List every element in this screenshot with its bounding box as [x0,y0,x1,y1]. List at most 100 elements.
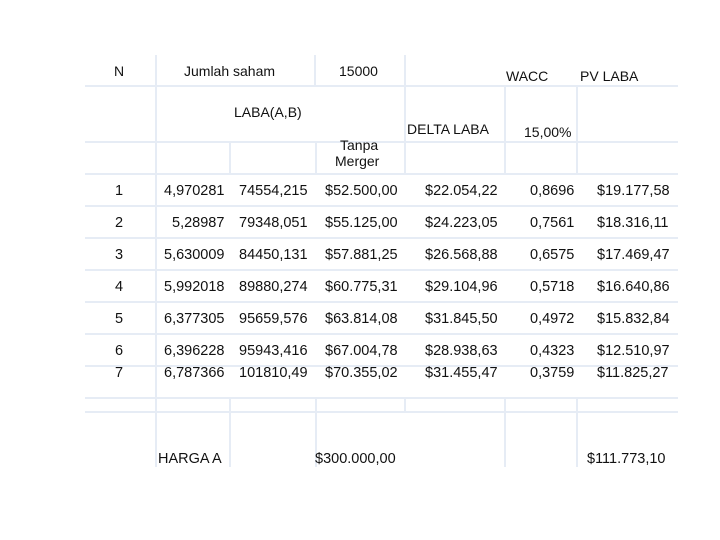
cell [85,399,155,411]
row-2-factor: 0,7561 [530,215,575,231]
cell [316,55,404,85]
row-3-tanpa-merger: $57.881,25 [325,247,398,263]
row-5-tanpa-merger: $63.814,08 [325,311,398,327]
row-7-eps: 6,787366 [164,365,225,381]
row-7-delta-laba: $31.455,47 [425,365,498,381]
cell [406,87,504,141]
row-1-n: 1 [115,183,124,199]
header-shares-value: 15000 [339,63,378,79]
row-6-n: 6 [115,343,124,359]
row-3-n: 3 [115,247,124,263]
row-4-laba-ab: 89880,274 [239,279,308,295]
cell [157,55,314,85]
row-4-eps: 5,992018 [164,279,225,295]
cell [506,143,576,173]
row-7-pv-laba: $11.825,27 [597,365,669,381]
row-3-pv-laba: $17.469,47 [597,247,670,263]
row-1-delta-laba: $22.054,22 [425,183,498,199]
cell [578,143,678,173]
header-n: N [114,63,125,79]
cell [406,143,504,173]
cell [157,87,404,141]
cell [506,87,576,141]
row-7-factor: 0,3759 [530,365,575,381]
cell [85,271,155,301]
row-7-tanpa-merger: $70.355,02 [325,365,398,381]
row-2-laba-ab: 79348,051 [239,215,308,231]
cell [85,175,155,205]
row-5-laba-ab: 95659,576 [239,311,308,327]
row-3-delta-laba: $26.568,88 [425,247,498,263]
row-2-delta-laba: $24.223,05 [425,215,498,231]
row-7-laba-ab: 101810,49 [239,365,308,381]
header-pv-laba: PV LABA [580,68,639,84]
cell [506,399,576,411]
header-wacc-value: 15,00% [524,124,572,140]
row-7-n: 7 [115,365,124,381]
row-3-laba-ab: 84450,131 [239,247,308,263]
row-6-pv-laba: $12.510,97 [597,343,670,359]
header-delta-laba: DELTA LABA [407,121,489,137]
cell [157,207,678,237]
cell [231,143,315,173]
row-6-tanpa-merger: $67.004,78 [325,343,398,359]
cell [231,399,315,411]
header-laba-ab: LABA(A,B) [234,104,302,120]
row-1-laba-ab: 74554,215 [239,183,308,199]
row-6-delta-laba: $28.938,63 [425,343,498,359]
cell [157,367,678,397]
cell [157,413,229,467]
cell [157,143,229,173]
cell [406,399,504,411]
header-jumlah-saham: Jumlah saham [184,63,276,79]
cell [85,303,155,333]
header-tanpa-merger: Merger [335,153,380,169]
cell [317,399,404,411]
cell [85,55,155,85]
row-6-laba-ab: 95943,416 [239,343,308,359]
spreadsheet-grid: N Jumlah saham 15000 WACC PV LABA LABA(A… [85,55,678,467]
row-4-factor: 0,5718 [530,279,575,295]
row-1-factor: 0,8696 [530,183,575,199]
cell [157,239,678,269]
row-2-n: 2 [115,215,124,231]
row-1-pv-laba: $19.177,58 [597,183,670,199]
harga-a-value: $300.000,00 [315,451,396,467]
cell [317,413,504,467]
row-3-factor: 0,6575 [530,247,575,263]
row-6-factor: 0,4323 [530,343,575,359]
harga-a-label: HARGA A [158,451,222,467]
row-6-eps: 6,396228 [164,343,225,359]
cell [578,87,678,141]
row-4-delta-laba: $29.104,96 [425,279,498,295]
row-3-eps: 5,630009 [164,247,225,263]
cell [578,399,678,411]
cell [231,413,315,467]
cell [85,87,155,141]
row-5-delta-laba: $31.845,50 [425,311,498,327]
cell [157,175,678,205]
cell [85,143,155,173]
cell [506,413,576,467]
cell [85,413,155,467]
pv-laba-total: $111.773,10 [587,451,666,467]
cell [157,399,229,411]
row-4-n: 4 [115,279,124,295]
cell [85,367,155,397]
row-5-eps: 6,377305 [164,311,225,327]
row-5-factor: 0,4972 [530,311,575,327]
row-2-pv-laba: $18.316,11 [597,215,669,231]
row-4-pv-laba: $16.640,86 [597,279,670,295]
row-2-eps: 5,28987 [172,215,225,231]
cell [157,271,678,301]
row-5-pv-laba: $15.832,84 [597,311,670,327]
cell [157,335,678,365]
cell [85,239,155,269]
row-1-eps: 4,970281 [164,183,225,199]
cell [85,207,155,237]
row-4-tanpa-merger: $60.775,31 [325,279,398,295]
header-tanpa-merger: Tanpa [340,137,379,153]
cell [85,335,155,365]
cell [157,303,678,333]
cell [406,55,678,85]
